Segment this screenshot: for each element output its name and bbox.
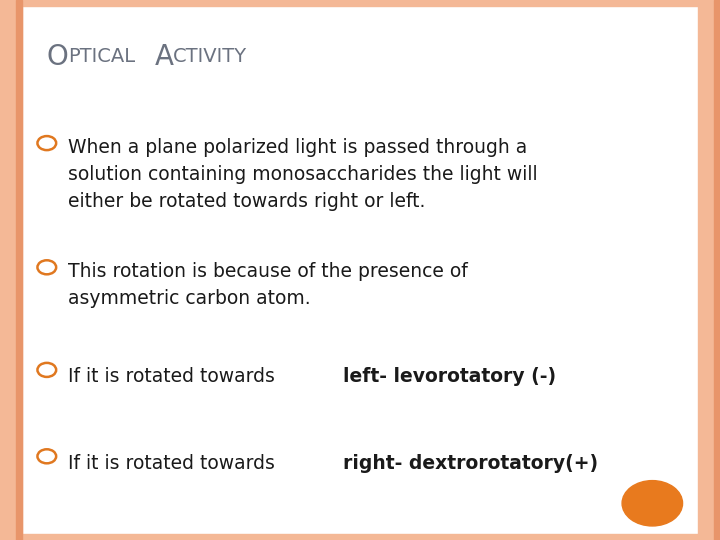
Bar bbox=[0, 0, 22, 540]
Bar bbox=[714, 0, 720, 540]
Bar bbox=[16, 0, 22, 540]
Text: A: A bbox=[155, 43, 174, 71]
Bar bbox=[698, 0, 720, 540]
Text: right- dextrorotatory(+): right- dextrorotatory(+) bbox=[343, 454, 598, 472]
Text: PTICAL: PTICAL bbox=[68, 47, 135, 66]
Text: This rotation is because of the presence of
asymmetric carbon atom.: This rotation is because of the presence… bbox=[68, 262, 468, 308]
Circle shape bbox=[622, 481, 683, 526]
Text: When a plane polarized light is passed through a
solution containing monosacchar: When a plane polarized light is passed t… bbox=[68, 138, 538, 211]
Text: If it is rotated towards: If it is rotated towards bbox=[68, 454, 282, 472]
Text: left- levorotatory (-): left- levorotatory (-) bbox=[343, 367, 557, 386]
Text: If it is rotated towards: If it is rotated towards bbox=[68, 367, 282, 386]
Text: CTIVITY: CTIVITY bbox=[173, 47, 247, 66]
Bar bbox=[0, 534, 720, 540]
Text: O: O bbox=[47, 43, 68, 71]
Bar bbox=[0, 0, 720, 6]
